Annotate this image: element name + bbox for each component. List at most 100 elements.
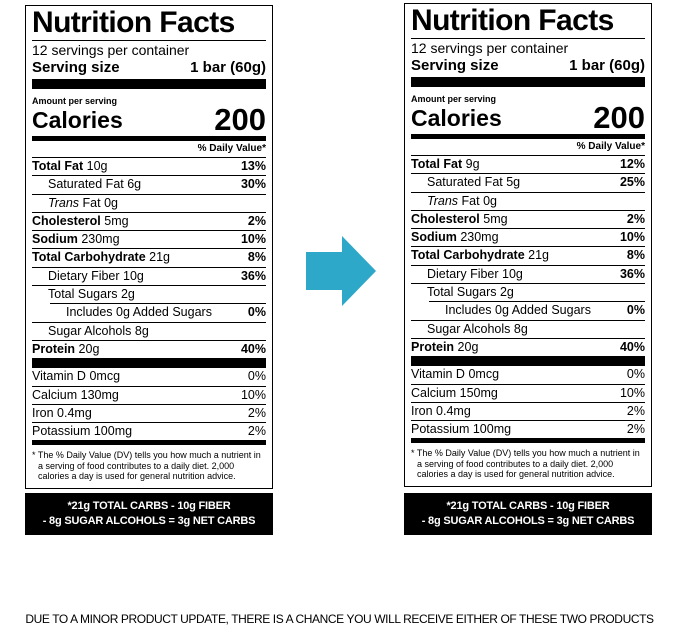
nutrient-name: Includes 0g Added Sugars [445,302,591,319]
serving-size-label: Serving size [411,57,499,74]
vitamin-row: Potassium 100mg 2% [411,420,645,438]
daily-value: 2% [247,213,266,228]
vitamin-row: Calcium 130mg 10% [32,385,266,404]
net-carbs-line: - 8g SUGAR ALCOHOLS = 3g NET CARBS [421,515,635,527]
notice: DUE TO A MINOR PRODUCT UPDATE, THERE IS … [25,612,654,626]
daily-value: 36% [240,268,266,283]
nutrient-row: Saturated Fat 6g 30% [32,175,266,193]
nutrient-name-text: Cholesterol [32,213,101,228]
thick-rule [32,358,266,369]
vitamin-row: Calcium 150mg 10% [411,383,645,402]
nutrient-name: Trans Fat 0g [427,193,497,210]
vitamin-amount: 0mcg [468,367,500,382]
nutrient-row: Saturated Fat 5g 25% [411,173,645,191]
medium-rule [411,438,645,444]
nutrient-name-text: Total Sugars [427,285,497,300]
nutrient-row: Total Fat 9g 12% [411,155,645,173]
nutrient-name-text: Dietary Fiber [48,268,120,283]
net-carbs-line: - 8g SUGAR ALCOHOLS = 3g NET CARBS [42,515,256,527]
vitamin-row: Vitamin D 0mcg 0% [32,368,266,385]
calories: Calories 200 [411,100,645,135]
footnote: * The % Daily Value (DV) tells you how m… [411,448,640,480]
thick-rule [32,79,266,89]
daily-value: 2% [247,424,266,439]
vitamin-name: Iron 0.4mg [32,405,92,422]
vitamin-amount: 0.4mg [436,403,471,418]
daily-value: 25% [619,175,645,190]
nutrient-amount: 21g [149,250,171,265]
vitamin-name: Potassium 100mg [32,423,132,440]
nutrient-amount: 8g [134,323,149,338]
calories-value: 200 [593,100,645,135]
nutrient-row: Sodium 230mg 10% [411,228,645,246]
nutrient-amount: 20g [78,341,100,356]
serving-size-value: 1 bar (60g) [190,59,266,76]
nutrient-name: Total Sugars 2g [427,284,514,301]
nutrient-name-text: Saturated Fat [48,177,124,192]
nutrient-name: Total Carbohydrate 21g [32,249,170,266]
nutrient-name: Sugar Alcohols 8g [48,323,149,340]
nutrient-row: Total Carbohydrate 21g 8% [411,246,645,264]
vitamin-row: Vitamin D 0mcg 0% [411,366,645,383]
vitamin-name: Calcium 130mg [32,387,119,404]
daily-value: 12% [619,157,645,171]
daily-value: 10% [240,387,266,402]
nutrient-amount: 21g [528,248,550,263]
vitamin-amount: 0mcg [89,369,121,384]
nutrient-name-italic: Trans [427,193,459,208]
vitamin-amount: 150mg [459,385,498,400]
daily-value: 40% [240,341,266,356]
nutrient-name-text: Total Fat [32,159,84,173]
nutrition-label: Nutrition Facts 12 servings per container… [25,5,273,489]
serving-size-value: 1 bar (60g) [569,57,645,74]
vitamin-name-text: Potassium [411,422,470,437]
nutrient-name-text: Saturated Fat [427,175,503,190]
nutrient-row: Dietary Fiber 10g 36% [32,266,266,285]
nutrient-row: Sugar Alcohols 8g [32,321,266,340]
nutrient-amount: 230mg [81,232,120,247]
daily-value: 30% [240,177,266,192]
vitamin-name-text: Iron [32,405,54,420]
medium-rule [32,136,266,141]
net-carbs-box: *21g TOTAL CARBS - 10g FIBER - 8g SUGAR A… [404,493,652,535]
amount-per-serving: Amount per serving [32,96,118,106]
nutrient-name-text: Includes 0g Added Sugars [445,303,591,318]
daily-value: 10% [619,230,645,245]
net-carbs-line: *21g TOTAL CARBS - 10g FIBER [67,500,231,512]
vitamin-amount: 100mg [472,422,512,437]
servings: 12 servings per container [411,38,645,57]
nutrient-name-text: Includes 0g Added Sugars [66,305,212,320]
nutrient-name-text: Fat [82,195,101,210]
thick-rule [411,77,645,87]
vitamin-amount: 0.4mg [57,405,92,420]
nutrient-name: Cholesterol 5mg [32,213,129,230]
daily-value: 10% [619,385,645,400]
servings: 12 servings per container [32,40,266,59]
nutrient-amount: 10g [86,159,108,173]
nutrient-row: Protein 20g 40% [411,337,645,356]
daily-value: 8% [247,250,266,265]
thick-rule [411,356,645,367]
daily-value: 0% [626,303,645,318]
nutrient-amount: 0g [104,195,118,210]
vitamin-name: Vitamin D 0mcg [411,366,499,383]
daily-value-header: % Daily Value* [576,141,645,152]
nutrient-row: Cholesterol 5mg 2% [32,211,266,230]
daily-value: 0% [247,369,266,384]
vitamin-name: Iron 0.4mg [411,403,471,420]
nutrient-amount: 5g [506,175,521,190]
nutrient-name: Saturated Fat 5g [427,174,520,191]
serving-size: Serving size 1 bar (60g) [411,57,645,75]
vitamin-name: Calcium 150mg [411,385,498,402]
calories: Calories 200 [32,104,266,135]
nutrition-label: Nutrition Facts 12 servings per container… [404,3,652,487]
arrow [306,236,376,306]
daily-value: 40% [619,339,645,354]
amount-per-serving: Amount per serving [411,94,497,104]
vitamin-amount: 130mg [80,387,119,402]
nutrient-row: Total Carbohydrate 21g 8% [32,248,266,266]
daily-value: 10% [240,232,266,247]
serving-size: Serving size 1 bar (60g) [32,59,266,77]
nutrient-name-text: Sugar Alcohols [427,321,511,336]
nutrient-amount: 10g [502,266,523,281]
